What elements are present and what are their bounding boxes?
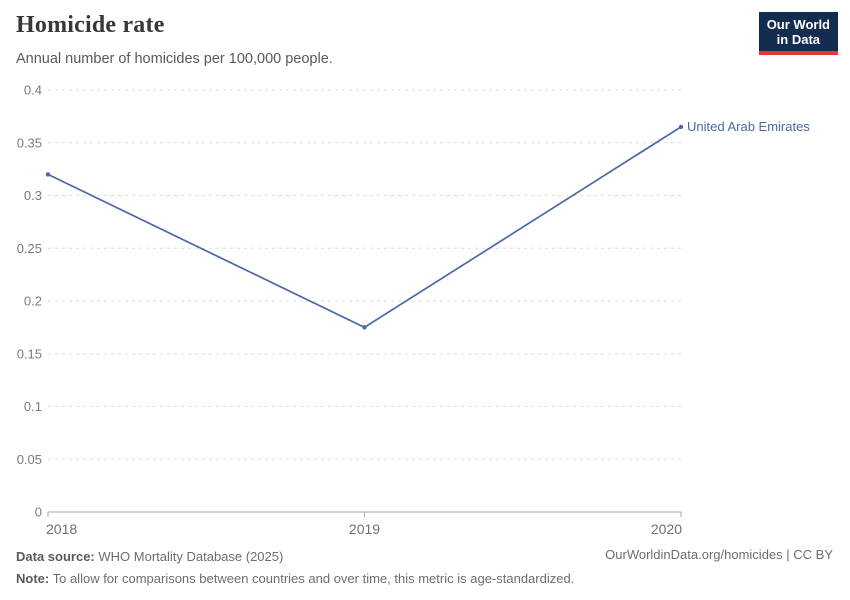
line-chart[interactable]: 0 0.05 0.1 0.15 0.2 0.25 0.3 0.35 0.4 2018 2019 202…	[0, 0, 850, 542]
y-axis-tick-label: 0.15	[17, 346, 42, 361]
owid-logo[interactable]: Our World in Data	[758, 12, 838, 55]
data-source-label: Data source:	[16, 549, 95, 564]
y-axis-tick-label: 0.1	[24, 399, 42, 414]
data-source-line: Data source: WHO Mortality Database (202…	[16, 546, 574, 568]
data-point[interactable]	[45, 172, 51, 177]
y-axis-tick-label: 0.35	[17, 135, 42, 150]
chart-subtitle: Annual number of homicides per 100,000 p…	[16, 51, 333, 67]
x-axis-tick-label: 2018	[46, 521, 77, 537]
attribution-link[interactable]: OurWorldinData.org/homicides | CC BY	[605, 547, 833, 562]
page-title: Homicide rate	[16, 12, 165, 38]
y-axis-tick-label: 0.2	[24, 294, 42, 309]
chart-footer: Data source: WHO Mortality Database (202…	[16, 546, 574, 590]
data-point[interactable]	[362, 325, 367, 330]
y-axis-tick-label: 0.3	[24, 188, 42, 203]
x-axis-tick-label: 2019	[349, 521, 380, 537]
x-axis-tick-label: 2020	[651, 521, 682, 537]
note-line: Note: To allow for comparisons between c…	[16, 568, 574, 590]
y-axis-tick-label: 0.4	[24, 83, 42, 98]
owid-logo-line2: in Data	[776, 32, 821, 47]
note-label: Note:	[16, 571, 50, 586]
data-point[interactable]	[678, 124, 684, 130]
owid-logo-line1: Our World	[766, 17, 830, 32]
note-text: To allow for comparisons between countri…	[52, 571, 575, 586]
data-source-value[interactable]: WHO Mortality Database (2025)	[98, 549, 284, 564]
y-axis-tick-label: 0	[35, 505, 42, 520]
entity-label[interactable]: United Arab Emirates	[687, 119, 810, 134]
series-line[interactable]	[47, 126, 682, 329]
y-axis-tick-label: 0.05	[17, 452, 42, 467]
y-axis-tick-label: 0.25	[17, 241, 42, 256]
